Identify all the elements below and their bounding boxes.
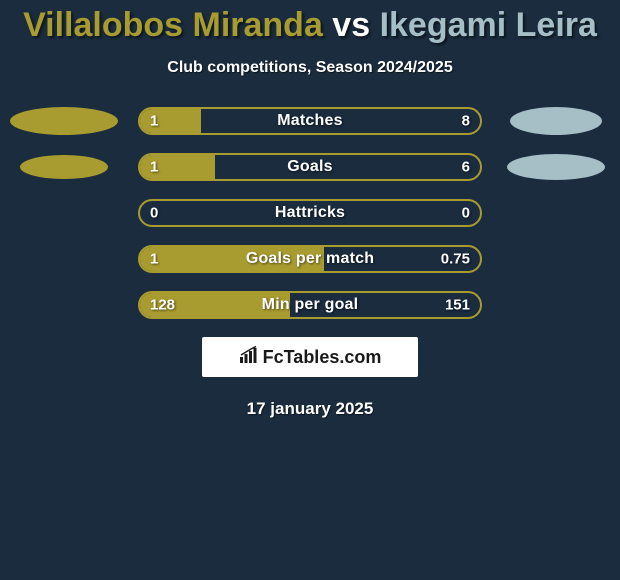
- title-player2: Ikegami Leira: [380, 6, 597, 44]
- stat-label: Goals per match: [140, 250, 480, 268]
- stat-bar: 16Goals: [138, 153, 482, 181]
- stat-label: Hattricks: [140, 204, 480, 222]
- bubble-left: [10, 107, 118, 135]
- stat-bar: 10.75Goals per match: [138, 245, 482, 273]
- bubble-left: [20, 155, 108, 179]
- date-text: 17 january 2025: [0, 399, 620, 419]
- stat-bar: 128151Min per goal: [138, 291, 482, 319]
- subtitle: Club competitions, Season 2024/2025: [0, 59, 620, 77]
- bubble-right: [507, 154, 605, 180]
- stat-label: Matches: [140, 112, 480, 130]
- logo-inner: FcTables.com: [239, 346, 382, 369]
- stat-row: 00Hattricks: [0, 199, 620, 227]
- stat-label: Min per goal: [140, 296, 480, 314]
- stat-bar: 18Matches: [138, 107, 482, 135]
- infographic-container: Villalobos Miranda vs Ikegami Leira Club…: [0, 0, 620, 580]
- stats-zone: 18Matches 16Goals 00Hattricks 10.75Goals pe…: [0, 107, 620, 319]
- stat-bar: 00Hattricks: [138, 199, 482, 227]
- page-title: Villalobos Miranda vs Ikegami Leira: [0, 6, 620, 45]
- chart-icon: [239, 346, 259, 369]
- title-player1: Villalobos Miranda: [23, 6, 323, 44]
- stat-row: 16Goals: [0, 153, 620, 181]
- logo-text: FcTables.com: [263, 347, 382, 368]
- stat-label: Goals: [140, 158, 480, 176]
- stat-row: 128151Min per goal: [0, 291, 620, 319]
- bubble-right: [510, 107, 602, 135]
- stat-row: 10.75Goals per match: [0, 245, 620, 273]
- title-vs: vs: [323, 6, 380, 44]
- logo-box: FcTables.com: [202, 337, 418, 377]
- stat-row: 18Matches: [0, 107, 620, 135]
